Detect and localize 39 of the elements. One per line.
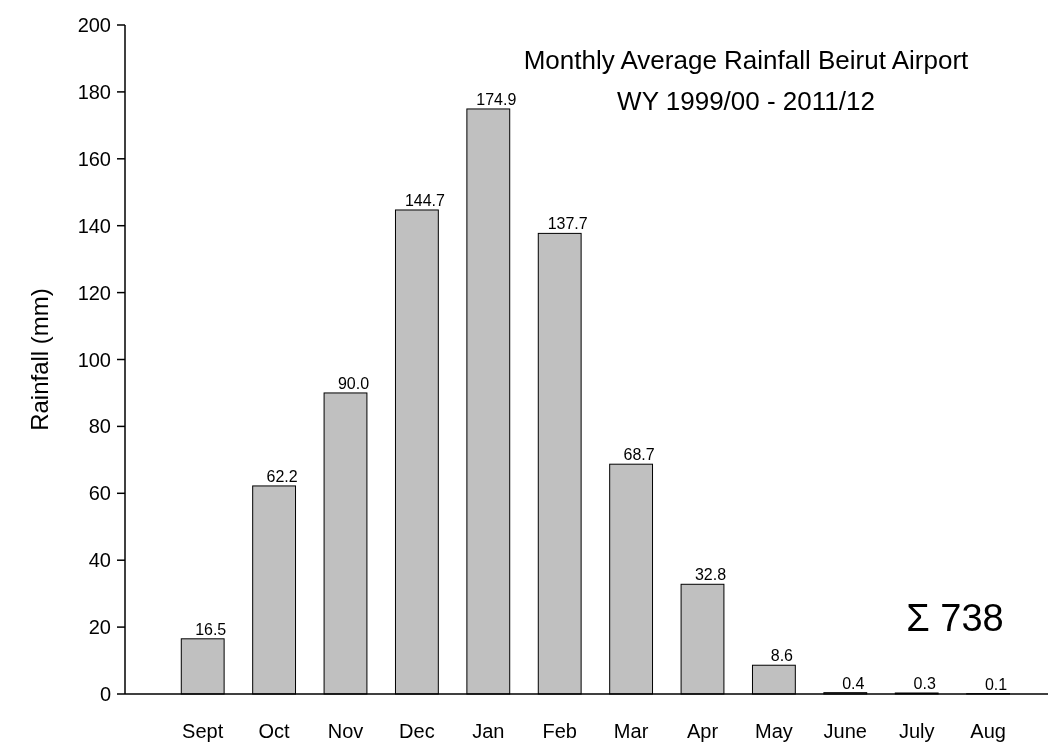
text: WY 1999/00 - 2011/12 [617,86,875,116]
data-label: 0.1 [984,675,1008,693]
text: Monthly Average Rainfall Beirut Airport [523,45,970,75]
x-tick-label: Dec [399,720,435,742]
x-tick-label: Apr [686,720,719,742]
data-label: 137.7 [547,215,588,233]
x-tick-label: Aug [970,720,1006,742]
data-label: 0.3 [913,675,936,692]
data-label: 8.6 [770,647,794,665]
data-label: 90.0 [337,374,370,392]
data-label: 32.8 [694,566,727,584]
data-label: 144.7 [404,191,446,209]
data-label: 0.4 [842,674,865,692]
data-label: 62.2 [266,467,298,485]
x-tick-label: Jan [472,720,505,742]
y-tick-label: 180 [77,80,111,103]
y-tick-label: 20 [88,616,111,639]
x-tick-label: May [755,720,793,742]
y-tick-label: 40 [88,549,111,572]
data-label: 174.9 [476,90,517,108]
x-tick-label: Sept [182,720,224,742]
y-tick-label: 80 [88,415,111,438]
x-tick-label: July [898,720,935,742]
annotation: Σ 738 [906,597,1004,639]
y-tick-label: 140 [77,214,111,237]
x-tick-label: June [823,720,867,742]
data-label: 16.5 [195,620,227,638]
y-tick-label: 100 [77,348,111,371]
y-tick-label: 60 [88,482,111,505]
y-axis-title: Rainfall (mm) [26,288,53,431]
x-tick-label: Oct [258,720,291,742]
y-tick-label: 0 [99,683,111,705]
data-label: 68.7 [623,446,655,464]
y-tick-label: 120 [77,281,111,304]
x-tick-label: Mar [613,720,649,742]
x-tick-label: Nov [327,720,364,742]
x-tick-label: Feb [542,720,577,742]
y-tick-label: 200 [77,14,111,36]
y-tick-label: 160 [77,147,111,170]
